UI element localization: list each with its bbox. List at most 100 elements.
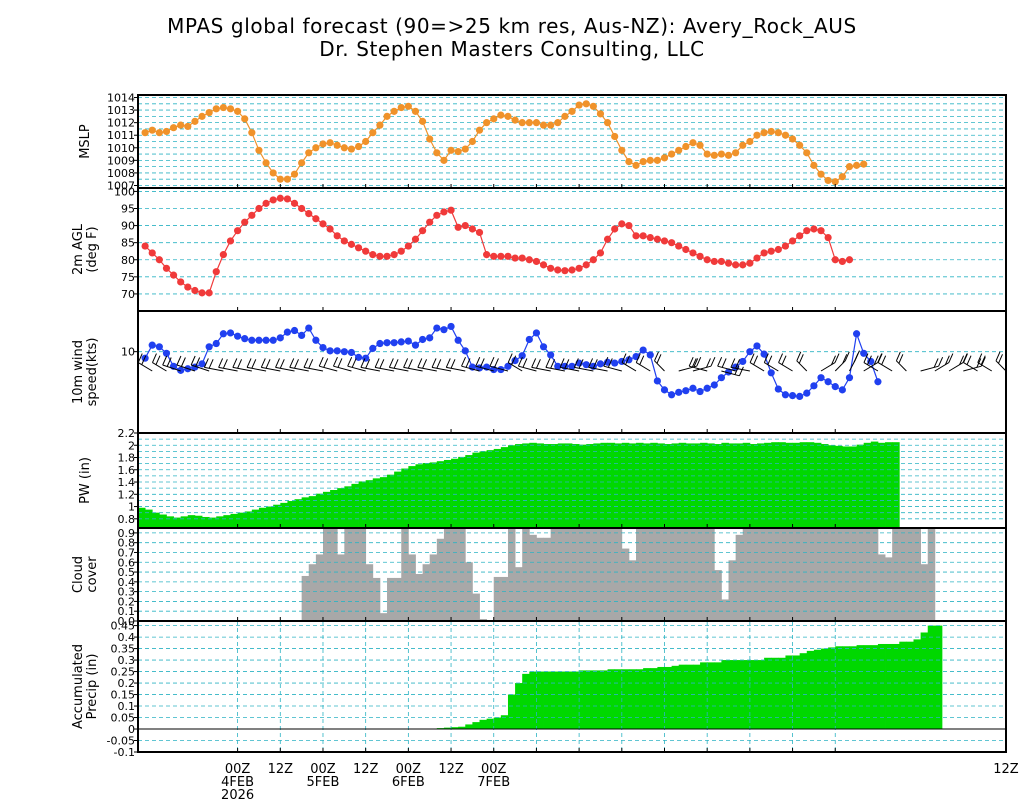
cloud-bar — [792, 528, 801, 621]
wind-point — [810, 382, 818, 390]
precip-bar — [870, 645, 879, 730]
cloud-bar — [344, 528, 352, 621]
pw-bar — [472, 452, 480, 528]
wind-barb-staff — [137, 362, 153, 372]
mslp-point — [618, 146, 626, 154]
precip-bar — [678, 664, 687, 730]
cloud-bar — [436, 538, 445, 621]
wind-barb-staff — [190, 364, 210, 372]
wind-barb — [778, 353, 793, 372]
pw-bar — [486, 450, 495, 528]
wind-barb-feather — [393, 359, 399, 369]
mslp-point — [390, 107, 398, 115]
wind-barb-feather — [517, 356, 523, 367]
temp-ylabel: (deg F) — [85, 226, 100, 272]
wind-barb-staff — [603, 365, 622, 372]
wind-barb-feather — [218, 358, 224, 368]
mslp-ytick-label: 1011 — [107, 129, 135, 142]
wind-barb-feather — [195, 357, 201, 367]
cloud-bar — [529, 534, 537, 621]
mslp-point — [226, 105, 235, 113]
wind-point — [447, 322, 455, 331]
wind-barb-staff — [431, 366, 452, 372]
temp-point — [155, 256, 163, 264]
precip-bar — [799, 653, 808, 730]
precip-bar — [707, 662, 715, 730]
pw-bar — [408, 466, 416, 528]
temp-ytick-label: 75 — [121, 271, 135, 284]
precip-bar — [885, 643, 893, 730]
wind-barb-feather — [796, 351, 802, 362]
mslp-point — [767, 127, 775, 136]
wind-point — [426, 334, 434, 342]
mslp-point — [539, 121, 548, 129]
wind-barb-feather — [246, 358, 252, 368]
wind-barb — [431, 358, 452, 372]
mslp-point — [796, 141, 804, 149]
precip-bar — [756, 660, 765, 730]
wind-barb-staff — [764, 362, 779, 372]
cloud-bar — [636, 528, 644, 621]
wind-barb-feather — [155, 355, 161, 365]
wind-barb-feather — [379, 359, 385, 369]
wind-point — [518, 352, 526, 360]
precip-bar — [913, 639, 922, 730]
cloud-bar — [707, 528, 715, 621]
pw-ytick-label: 2 — [128, 439, 135, 452]
pw-ytick-label: 1.8 — [118, 452, 136, 465]
wind-point — [276, 334, 284, 342]
wind-barb — [162, 355, 181, 372]
precip-ytick-label: 0.15 — [111, 689, 136, 702]
temp-point — [376, 252, 384, 260]
wind-point — [547, 351, 555, 359]
precip-bar — [564, 671, 573, 730]
wind-barb-feather — [966, 355, 972, 365]
wind-point — [226, 329, 235, 337]
wind-barb — [877, 353, 893, 372]
temp-point — [838, 257, 846, 266]
wind-barb-feather — [844, 351, 850, 362]
pw-bar — [379, 477, 388, 528]
wind-point — [653, 377, 661, 385]
wind-barb-staff — [721, 370, 740, 377]
temp-point — [632, 232, 640, 240]
pw-bar — [258, 507, 267, 528]
pw-bar — [322, 491, 331, 528]
wind-barb-feather — [260, 358, 266, 368]
wind-barb-feather — [721, 358, 727, 368]
precip-bar — [621, 669, 630, 730]
mslp-point — [248, 129, 256, 137]
wind-ylabel: speed(kts) — [85, 338, 100, 407]
cloud-ytick-label: 0.4 — [118, 576, 136, 589]
wind-barb-feather — [318, 356, 324, 367]
wind-barb — [388, 358, 409, 372]
pw-bar — [351, 483, 359, 528]
pw-bar — [856, 444, 865, 528]
pw-bar — [650, 442, 658, 528]
pw-bar — [543, 444, 552, 528]
mslp-point — [547, 121, 555, 129]
temp-point — [269, 196, 277, 204]
temp-ytick-label: 85 — [121, 237, 135, 250]
wind-barb — [507, 353, 523, 372]
cloud-bar — [927, 528, 936, 621]
temp-point — [283, 195, 292, 203]
mslp-point — [354, 142, 363, 151]
pw-bar — [287, 501, 295, 528]
temp-point — [162, 264, 171, 272]
wind-barb-feather — [656, 354, 662, 364]
precip-bar — [842, 646, 850, 730]
pw-bar — [863, 442, 872, 528]
temp-point — [675, 242, 683, 250]
pw-bar — [764, 442, 772, 528]
cloud-bar — [579, 528, 587, 621]
cloud-bar — [799, 528, 808, 621]
wind-point — [874, 378, 882, 386]
wind-point — [511, 357, 519, 365]
wind-point — [788, 391, 797, 400]
temp-point — [290, 199, 299, 207]
wind-barb-feather — [717, 356, 723, 367]
pw-bar — [885, 442, 893, 528]
mslp-point — [212, 105, 220, 113]
